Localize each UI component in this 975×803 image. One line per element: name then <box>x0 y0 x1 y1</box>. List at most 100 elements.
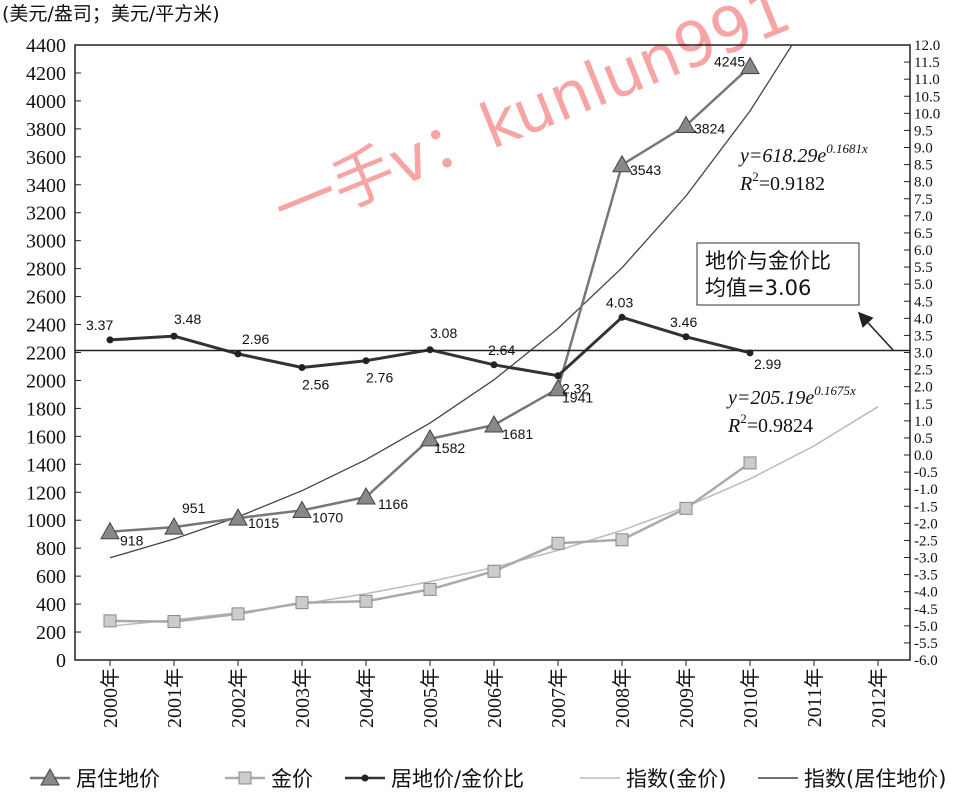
y2-tick-label: 6.0 <box>914 243 933 259</box>
y2-tick-label: 9.5 <box>914 123 933 139</box>
y2-tick-label: 0.5 <box>914 431 933 447</box>
y2-tick-label: -3.0 <box>914 551 938 567</box>
equation-base: y=205.19e <box>726 387 814 409</box>
x-tick-label: 2003年 <box>291 668 314 728</box>
y2-tick-label: 10.0 <box>914 106 940 122</box>
legend-item: 指数(金价) <box>580 767 726 791</box>
y2-tick-label: -2.5 <box>914 533 938 549</box>
marker-square <box>167 615 181 629</box>
r-value: =0.9824 <box>747 415 813 437</box>
marker-dot <box>170 332 178 340</box>
legend-label: 居地价/金价比 <box>391 767 524 791</box>
marker-dot <box>106 336 114 344</box>
y2-tick-label: 7.5 <box>914 192 933 208</box>
r-symbol: R <box>727 415 740 437</box>
x-tick-label: 2007年 <box>547 668 570 728</box>
y2-tick-label: -1.0 <box>914 482 938 498</box>
r-squared: R2=0.9182 <box>739 169 825 195</box>
r-symbol: R <box>739 173 752 195</box>
marker-dot <box>682 333 690 341</box>
legend-marker <box>40 767 60 786</box>
marker-square <box>487 564 501 578</box>
x-tick-label: 2012年 <box>867 668 890 728</box>
data-label: 3.37 <box>86 317 113 333</box>
legend-item: 居地价/金价比 <box>345 767 524 791</box>
y2-tick-label: -5.0 <box>914 619 938 635</box>
data-label: 951 <box>182 500 206 516</box>
annotation-arrow <box>857 311 894 351</box>
y-tick-label: 2200 <box>26 343 66 365</box>
y-tick-label: 800 <box>36 538 66 560</box>
r-superscript: 2 <box>752 169 759 184</box>
legend-marker <box>361 774 369 782</box>
marker-square <box>679 501 693 515</box>
y-tick-label: 3000 <box>26 231 66 253</box>
y2-tick-label: 4.0 <box>914 311 933 327</box>
marker-square <box>295 596 309 610</box>
marker-triangle <box>740 56 760 75</box>
marker-triangle <box>292 500 312 518</box>
y2-tick-label: 0.0 <box>914 448 933 464</box>
y-tick-label: 3800 <box>26 119 66 141</box>
annotation-text: 均值=3.06 <box>705 276 811 300</box>
data-label: 2.99 <box>754 356 781 372</box>
marker-dot <box>554 372 562 380</box>
equation-base: y=618.29e <box>738 145 826 167</box>
data-label: 1070 <box>312 509 343 525</box>
equation: y=618.29e0.1681x <box>738 141 868 167</box>
data-labels: 918 951 1015 1070 1166 1582 1681 1941 3543 3824 42… <box>86 54 781 549</box>
y-tick-label: 1600 <box>26 426 66 448</box>
y-tick-label: 1800 <box>26 398 66 420</box>
y-tick-label: 400 <box>36 594 66 616</box>
x-tick-label: 2010年 <box>739 668 762 728</box>
data-label: 3543 <box>630 162 661 178</box>
y-tick-label: 200 <box>36 622 66 644</box>
series-line <box>109 461 751 623</box>
legend-item: 金价 <box>225 767 313 791</box>
data-label: 2.96 <box>242 331 269 347</box>
data-label: 1015 <box>248 515 279 531</box>
y2-tick-label: 3.5 <box>914 328 933 344</box>
marker-triangle <box>676 115 696 134</box>
y2-tick-label: -2.0 <box>914 516 938 532</box>
y2-tick-label: 5.5 <box>914 260 933 276</box>
marker-triangle <box>420 428 440 447</box>
y2-tick-label: 7.0 <box>914 209 933 225</box>
data-label: 918 <box>120 533 144 549</box>
y-tick-label: 3200 <box>26 203 66 225</box>
data-label: 3.08 <box>430 325 457 341</box>
y2-tick-label: 12.0 <box>914 38 940 54</box>
r-squared: R2=0.9824 <box>727 411 813 437</box>
y-tick-label: 2400 <box>26 315 66 337</box>
marker-triangle <box>612 154 632 173</box>
x-tick-label: 2005年 <box>419 668 442 728</box>
y-tick-label: 2800 <box>26 259 66 281</box>
y2-tick-label: -4.5 <box>914 602 938 618</box>
r-superscript: 2 <box>740 411 747 426</box>
y2-tick-label: 9.0 <box>914 141 933 157</box>
y-tick-label: 3600 <box>26 147 66 169</box>
x-tick-label: 2000年 <box>99 668 122 728</box>
marker-square <box>423 582 437 596</box>
x-tick-label: 2004年 <box>355 668 378 728</box>
y-tick-label: 4400 <box>26 35 66 57</box>
x-tick-label: 2002年 <box>227 668 250 728</box>
x-tick-label: 2011年 <box>803 668 826 727</box>
marker-square <box>743 456 757 470</box>
y-tick-label: 4200 <box>26 63 66 85</box>
annotation-box <box>696 242 860 306</box>
y2-tick-label: 3.0 <box>914 346 933 362</box>
x-tick-label: 2008年 <box>611 668 634 728</box>
legend-label: 指数(居住地价) <box>804 767 946 791</box>
data-label: 1681 <box>502 426 533 442</box>
y2-tick-label: -1.5 <box>914 499 938 515</box>
y2-tick-label: 11.0 <box>914 72 940 88</box>
y-tick-label: 3400 <box>26 175 66 197</box>
marker-triangle <box>100 521 120 540</box>
marker-dot <box>618 313 626 321</box>
marker-square <box>231 607 245 621</box>
data-label: 1582 <box>434 440 465 456</box>
legend-item: 居住地价 <box>30 767 160 791</box>
y-tick-label: 0 <box>56 650 66 672</box>
